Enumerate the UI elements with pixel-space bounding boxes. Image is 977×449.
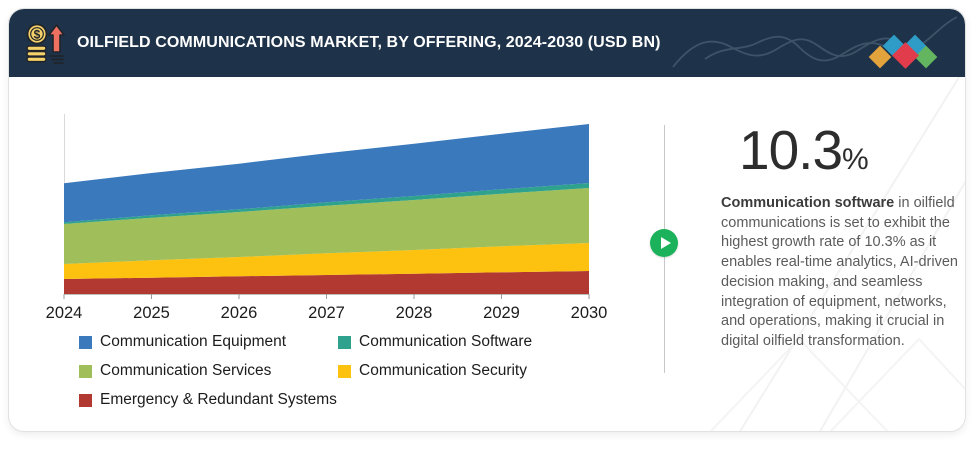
legend-marker [79, 393, 92, 407]
header-bar: $ OILFIELD COMMUNICATIONS MARKET, BY OFF… [9, 9, 965, 77]
legend-label: Communication Equipment [100, 333, 287, 350]
stat-value: 10.3 [739, 119, 843, 181]
money-growth-icon: $ [26, 23, 65, 64]
legend-marker [79, 335, 92, 349]
legend-label: Communication Services [100, 362, 272, 379]
legend-item-emergency-redundant-systems: Emergency & Redundant Systems [79, 391, 338, 409]
area-series-communication-security [64, 243, 589, 279]
growth-rate-stat: 10.3% [721, 123, 961, 178]
x-axis-label: 2030 [571, 304, 608, 322]
area-series-communication-services [64, 188, 589, 264]
stacked-area-chart: 2024 2025 2026 2027 2028 2029 2030 [46, 114, 608, 322]
x-axis-label: 2027 [308, 304, 345, 322]
insight-text: Communication software in oilfield commu… [721, 194, 961, 352]
legend-item-communication-equipment: Communication Equipment [79, 333, 338, 351]
area-series-emergency-redundant-systems [64, 271, 589, 294]
legend-marker [79, 364, 92, 378]
x-axis-label: 2029 [483, 304, 520, 322]
area-series-communication-equipment [64, 124, 589, 223]
svg-text:$: $ [34, 28, 41, 42]
header-decoration [672, 16, 958, 69]
insight-panel: 10.3% Communication software in oilfield… [721, 123, 961, 352]
insight-body: in oilfield communications is set to exh… [721, 195, 958, 350]
legend-label: Communication Software [359, 333, 533, 350]
page-title: OILFIELD COMMUNICATIONS MARKET, BY OFFER… [77, 34, 661, 51]
legend-marker [338, 335, 351, 349]
legend-item-communication-software: Communication Software [338, 333, 532, 351]
area-series-communication-software [64, 183, 589, 224]
stat-percent-sign: % [842, 143, 869, 176]
wave-line [672, 37, 902, 68]
x-axis-label: 2025 [133, 304, 170, 322]
play-icon [660, 237, 671, 249]
x-axis-label: 2028 [396, 304, 433, 322]
insight-lead: Communication software [721, 195, 895, 211]
infographic-card: $ OILFIELD COMMUNICATIONS MARKET, BY OFF… [8, 8, 966, 432]
legend-marker [338, 364, 351, 378]
x-axis-label: 2024 [46, 304, 83, 322]
legend-label: Communication Security [359, 362, 527, 379]
chart-legend: Communication Equipment Communication Sof… [79, 333, 532, 409]
content-area: 2024 2025 2026 2027 2028 2029 2030 Communicati… [9, 77, 965, 431]
x-axis-label: 2026 [221, 304, 258, 322]
play-button[interactable] [650, 229, 678, 257]
legend-item-communication-security: Communication Security [338, 362, 532, 380]
legend-item-communication-services: Communication Services [79, 362, 338, 380]
legend-label: Emergency & Redundant Systems [100, 391, 337, 408]
